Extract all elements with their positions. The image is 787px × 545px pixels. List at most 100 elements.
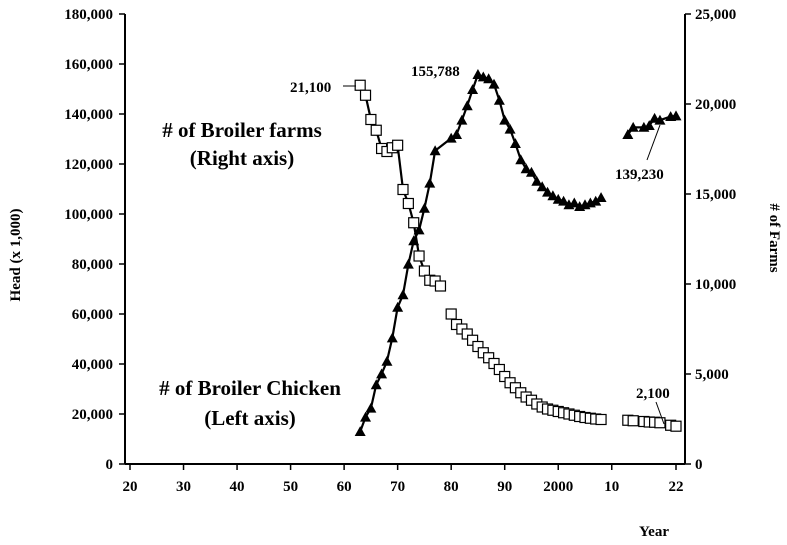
farms-data-point (354, 426, 366, 436)
farms-data-point (509, 138, 521, 148)
farms-data-point (488, 78, 500, 89)
chicken-data-point (445, 308, 457, 320)
farms-data-point (504, 123, 516, 134)
x-tick-label: 10 (604, 479, 619, 495)
farms-data-point (424, 177, 436, 188)
farms-data-point (515, 154, 527, 165)
farms-data-point (542, 186, 554, 197)
left-tick-label: 20,000 (72, 407, 113, 423)
left-axis-title: Head (x 1,000) (8, 209, 24, 302)
left-tick-label: 40,000 (72, 357, 113, 373)
chicken-data-point (365, 113, 377, 126)
farms-data-point (360, 411, 372, 422)
farms-data-point (418, 202, 430, 213)
farms-data-point (429, 145, 441, 156)
farms-data-point (531, 175, 543, 186)
farms-data-point (595, 192, 607, 202)
x-tick-label: 80 (444, 479, 459, 495)
right-tick-label: 15,000 (695, 187, 736, 203)
left-tick-label: 120,000 (64, 157, 113, 173)
farms-series-label-line2: (Right axis) (190, 146, 294, 170)
farms-data-point (499, 114, 511, 125)
annotation-155788: 155,788 (411, 64, 460, 80)
chicken-data-point (627, 415, 639, 427)
farms-data-point (402, 258, 414, 269)
farms-series-label-line1: # of Broiler farms (162, 118, 322, 142)
farms-data-point (392, 301, 404, 312)
x-axis-title: Year (639, 524, 669, 540)
left-tick-label: 100,000 (64, 207, 113, 223)
chicken-data-point (397, 183, 409, 196)
left-tick-label: 140,000 (64, 107, 113, 123)
annotation-21100: 21,100 (290, 80, 331, 96)
right-axis-title: # of Farms (766, 203, 782, 272)
x-tick-label: 70 (390, 479, 405, 495)
farms-data-point (365, 402, 377, 413)
left-tick-label: 60,000 (72, 307, 113, 323)
annotation-139230: 139,230 (615, 167, 664, 183)
annotation-2100-leader (655, 401, 665, 425)
left-tick-label: 180,000 (64, 7, 113, 23)
annotation-2100: 2,100 (636, 386, 670, 402)
farms-data-point (445, 132, 457, 143)
chicken-series-label-line1: # of Broiler Chicken (159, 376, 341, 400)
x-tick-label: 2000 (543, 479, 573, 495)
x-tick-label: 90 (497, 479, 512, 495)
farms-data-point (386, 332, 398, 343)
chicken-data-point (434, 280, 447, 292)
chicken-data-point (359, 89, 372, 101)
farms-data-point (483, 73, 495, 84)
farms-data-point (536, 181, 548, 192)
x-tick-label: 60 (337, 479, 352, 495)
right-tick-label: 20,000 (695, 97, 736, 113)
right-tick-label: 0 (695, 457, 703, 473)
left-tick-label: 0 (106, 457, 114, 473)
x-tick-label: 40 (230, 479, 245, 495)
farms-data-point (568, 197, 580, 208)
x-tick-label: 20 (123, 479, 138, 495)
farms-data-point (370, 379, 382, 390)
farms-data-point (627, 121, 639, 132)
right-tick-label: 10,000 (695, 277, 736, 293)
farms-data-point (558, 195, 570, 206)
chicken-data-point (370, 124, 382, 136)
chicken-series-label-line2: (Left axis) (204, 406, 296, 430)
right-tick-label: 25,000 (695, 7, 736, 23)
farms-data-point (622, 129, 634, 139)
farms-data-point (643, 120, 655, 130)
farms-data-point (451, 129, 463, 139)
chicken-data-point (413, 250, 425, 262)
chicken-data-point (654, 417, 666, 429)
farms-data-point (456, 114, 468, 125)
farms-data-point (413, 224, 425, 235)
farms-data-point (467, 84, 479, 94)
chicken-data-point (354, 79, 366, 91)
x-tick-label: 30 (176, 479, 191, 495)
chicken-data-point (408, 217, 420, 229)
plot-area (354, 69, 682, 436)
farms-data-point (590, 195, 602, 206)
right-tick-label: 5,000 (695, 367, 729, 383)
x-tick-label: 22 (669, 479, 684, 495)
left-tick-label: 160,000 (64, 57, 113, 73)
annotation-139230-leader (646, 124, 661, 161)
chicken-data-point (670, 420, 682, 432)
farms-data-point (461, 100, 473, 111)
chicken-data-point (595, 413, 607, 426)
left-tick-label: 80,000 (72, 257, 113, 273)
farms-data-point (381, 355, 393, 366)
farms-data-point (397, 289, 409, 300)
axes-group: 0 20,000 40,000 60,000 80,000 100,000 120,000 1… (64, 7, 736, 495)
farms-data-point (493, 94, 505, 105)
farms-data-point (525, 166, 537, 177)
x-tick-label: 50 (283, 479, 298, 495)
chicken-data-point (392, 139, 404, 151)
farms-series-line (359, 73, 602, 432)
chicken-data-point (418, 265, 431, 277)
farms-data-point (376, 368, 388, 379)
farms-data-point (520, 163, 532, 174)
farms-data-point (547, 190, 559, 201)
chicken-data-point (402, 197, 414, 210)
farms-data-point (654, 114, 666, 125)
